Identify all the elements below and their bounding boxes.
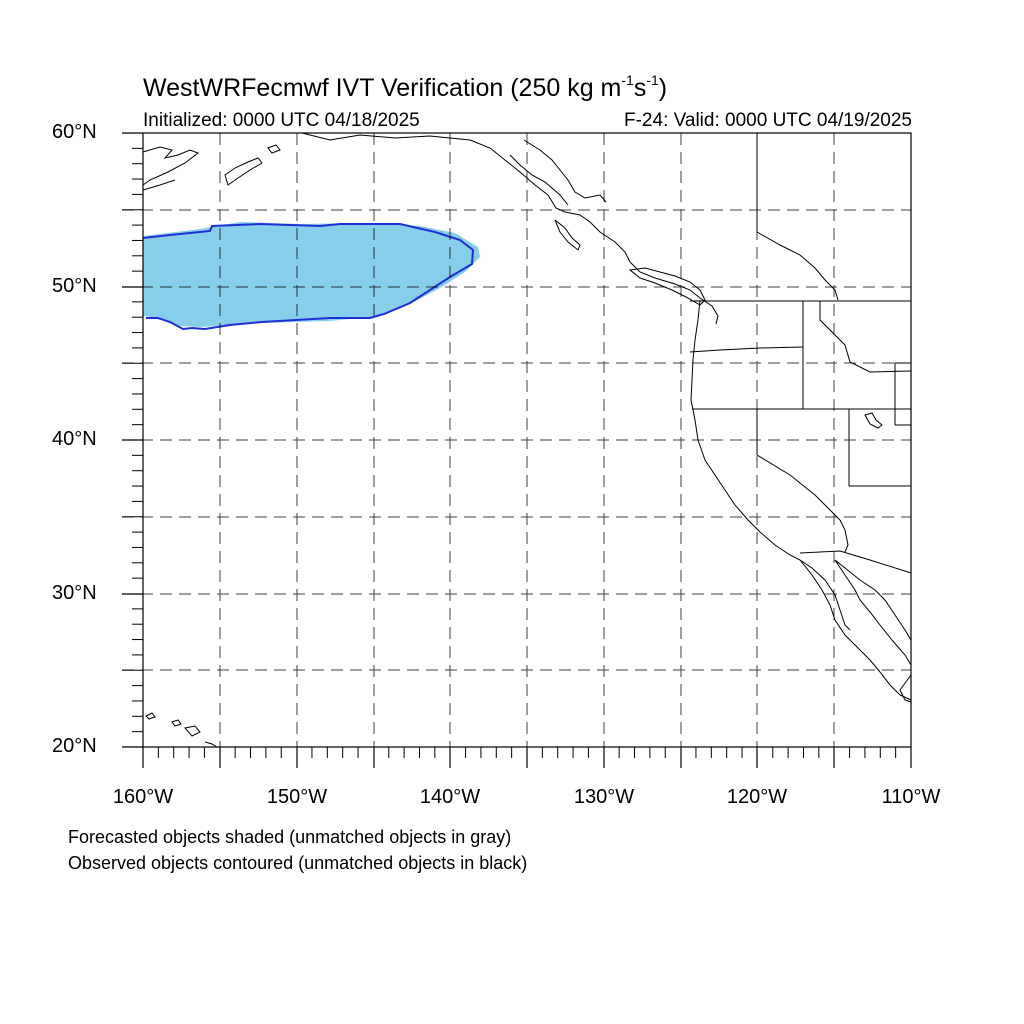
initialized-label: Initialized: 0000 UTC 04/18/2025 [143,110,420,131]
lon-label-130w: 130°W [573,786,635,808]
lat-label-20n: 20°N [52,735,97,757]
forecast-object-shading [143,222,480,327]
lon-label-150w: 150°W [266,786,328,808]
map-title: WestWRFecmwf IVT Verification (250 kg m-… [143,72,668,102]
lon-label-160w: 160°W [112,786,174,808]
lon-label-140w: 140°W [419,786,481,808]
lon-label-110w: 110°W [881,786,941,808]
minor-ticks [122,147,897,758]
lat-label-30n: 30°N [52,582,97,604]
valid-time-label: F-24: Valid: 0000 UTC 04/19/2025 [624,110,912,131]
observed-note: Observed objects contoured (unmatched ob… [68,853,528,873]
coastlines [142,132,912,748]
political-boundaries [689,133,912,574]
major-ticks [122,132,912,768]
lon-label-120w: 120°W [726,786,788,808]
observed-object-contour [142,222,475,331]
forecast-note: Forecasted objects shaded (unmatched obj… [68,827,512,847]
lat-label-40n: 40°N [52,428,97,450]
lat-label-60n: 60°N [52,121,97,143]
lat-label-50n: 50°N [52,275,97,297]
graticule [122,133,911,747]
